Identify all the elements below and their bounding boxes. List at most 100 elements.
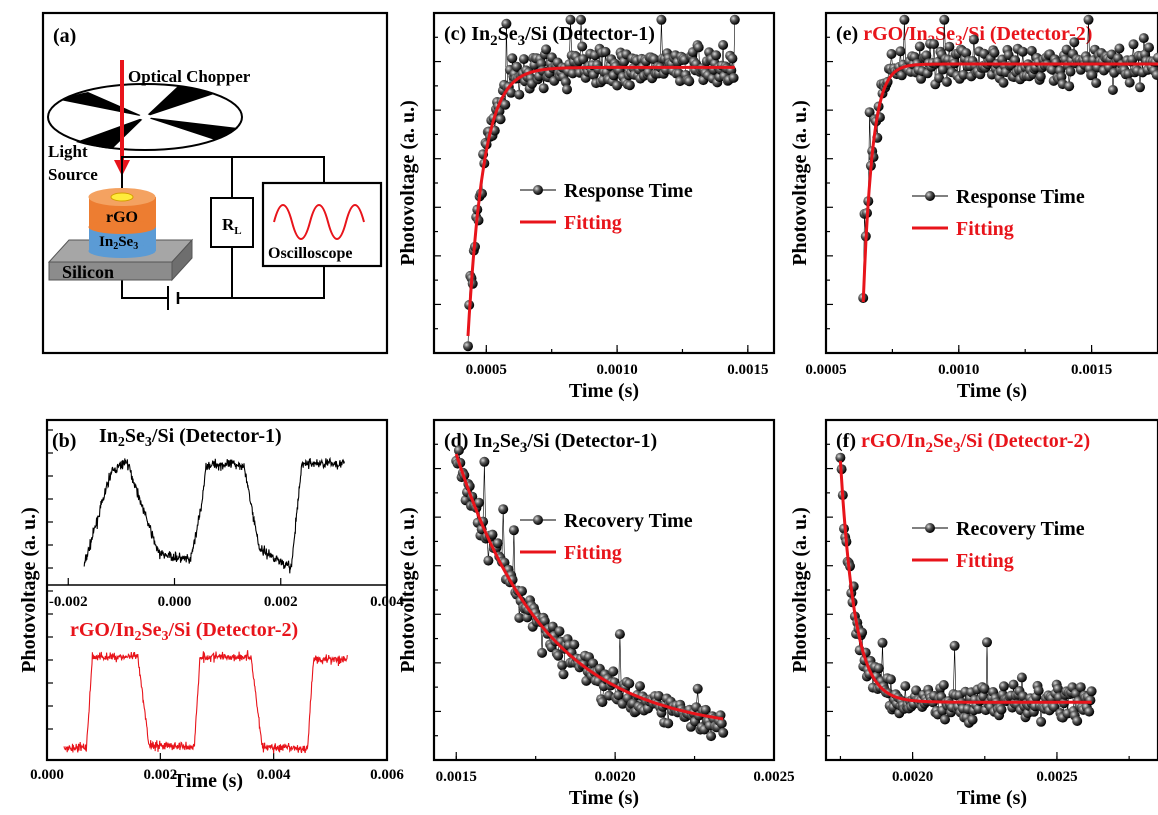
panel-e-data-point bbox=[934, 73, 945, 83]
panel-d: 0.0015 0.0020 0.0025 Time (s) Photovoltage (… bbox=[397, 418, 795, 809]
panel-e-data-point bbox=[1151, 69, 1158, 80]
panel-d-data-point bbox=[474, 497, 484, 508]
panel-e-data-point bbox=[1107, 85, 1118, 95]
panel-c-fit-curve bbox=[466, 65, 735, 337]
optical-chopper-disk bbox=[47, 83, 243, 151]
load-resistor bbox=[210, 197, 254, 248]
panel-e-data-point bbox=[1083, 14, 1094, 25]
panel-f-ylabel: Photovoltage (a. u.) bbox=[789, 507, 811, 673]
panel-e-data-point bbox=[961, 48, 972, 58]
panel-e-data-point bbox=[914, 41, 925, 52]
source-label: Source bbox=[48, 165, 98, 184]
panel-c-data-point bbox=[727, 53, 738, 64]
scatter-panels: 0.0005 0.0010 0.0015 Time (s) Photovoltage (… bbox=[397, 11, 1158, 809]
panel-d-data-point bbox=[498, 504, 509, 515]
panel-d-data-point bbox=[608, 666, 619, 677]
panel-c: 0.0005 0.0010 0.0015 Time (s) Photovoltage (… bbox=[397, 11, 776, 402]
panel-e-legend-marker bbox=[925, 191, 935, 201]
panel-e-data-point bbox=[939, 14, 950, 25]
panel-d-ylabel: Photovoltage (a. u.) bbox=[397, 507, 419, 673]
panel-b-xtick-label: 0.006 bbox=[370, 767, 404, 783]
panel-e: 0.0005 0.0010 0.0015 Time (s) Photovoltage (… bbox=[789, 11, 1158, 402]
panel-f: 0.0020 0.0025 Time (s) Photovoltage (a. u.)… bbox=[789, 418, 1158, 809]
panel-a-schematic: (a) Optical Chopper Light Source RL Osci… bbox=[41, 11, 389, 355]
panel-e-data-point bbox=[1069, 37, 1080, 48]
panel-b-bottom-trace bbox=[63, 650, 348, 754]
panel-c-data-point bbox=[612, 80, 623, 91]
panel-c-data-point bbox=[684, 76, 695, 87]
panel-c-data-point bbox=[624, 80, 635, 91]
panel-e-data-point bbox=[944, 41, 955, 52]
silicon-label: Silicon bbox=[62, 262, 114, 282]
rgo-bottom bbox=[88, 220, 156, 234]
panel-c-data-point bbox=[463, 341, 473, 352]
panel-d-xtick-label: 0.0020 bbox=[594, 769, 635, 785]
panel-e-data-point bbox=[929, 39, 939, 50]
panel-e-legend-data-label: Response Time bbox=[956, 186, 1085, 208]
in2se3-bottom bbox=[88, 244, 156, 258]
in2se3-label: In2Se3 bbox=[99, 234, 138, 252]
panel-b-xtick-label: 0.004 bbox=[370, 594, 404, 610]
panel-e-xtick-label: 0.0010 bbox=[938, 362, 979, 378]
panel-e-data-point bbox=[941, 76, 952, 87]
panel-c-legend-fit-label: Fitting bbox=[564, 212, 622, 234]
panel-e-data-point bbox=[1124, 77, 1135, 88]
panel-b-xtick-label: 0.002 bbox=[143, 767, 177, 783]
panel-f-data-point bbox=[998, 681, 1009, 692]
panel-f-data-point bbox=[938, 680, 949, 690]
panel-c-title: (c) In2Se3/Si (Detector-1) bbox=[444, 23, 655, 49]
panel-f-legend-fit-label: Fitting bbox=[956, 550, 1014, 572]
panel-f-legend-data-label: Recovery Time bbox=[956, 518, 1085, 540]
panel-e-data-point bbox=[1017, 46, 1028, 57]
panel-e-data-point bbox=[1153, 52, 1158, 63]
panel-d-data-point bbox=[479, 456, 490, 467]
panel-d-title: (d) In2Se3/Si (Detector-1) bbox=[444, 430, 657, 456]
panel-f-data-point bbox=[967, 714, 978, 725]
panel-d-data-point bbox=[553, 650, 564, 661]
panel-b-top-trace bbox=[83, 456, 345, 574]
panel-c-data-point bbox=[507, 53, 518, 64]
panel-c-data-point bbox=[511, 61, 522, 72]
panel-f-data-point bbox=[877, 637, 888, 648]
panel-d-frame bbox=[432, 418, 776, 762]
panel-f-data-point bbox=[979, 683, 990, 694]
panel-d-data-point bbox=[692, 683, 703, 694]
panel-c-legend-marker bbox=[533, 185, 543, 195]
panel-e-data-point bbox=[968, 34, 979, 45]
panel-d-xtick-label: 0.0025 bbox=[753, 769, 794, 785]
panel-e-data-point bbox=[958, 69, 969, 80]
panel-c-data-point bbox=[578, 54, 589, 65]
panel-e-data-point bbox=[899, 14, 910, 25]
optical-chopper-label: Optical Chopper bbox=[128, 67, 251, 86]
panel-b-xtick-label: 0.000 bbox=[30, 767, 64, 783]
panel-d-connector bbox=[455, 450, 724, 737]
panel-d-fit-curve bbox=[454, 453, 724, 721]
panel-f-data-point bbox=[940, 714, 950, 725]
panel-e-data-point bbox=[1091, 78, 1102, 88]
panel-f-data-point bbox=[873, 663, 884, 674]
panel-f-xlabel: Time (s) bbox=[957, 787, 1027, 809]
panel-e-data-point bbox=[938, 64, 948, 75]
panel-e-data-point bbox=[989, 47, 1000, 58]
panel-c-data-point bbox=[565, 14, 576, 25]
rgo-label: rGO bbox=[106, 209, 138, 226]
rl-label: RL bbox=[222, 215, 242, 237]
panel-d-legend-fit-label: Fitting bbox=[564, 542, 622, 564]
panel-f-title: (f) rGO/In2Se3/Si (Detector-2) bbox=[836, 430, 1090, 456]
panel-d-data-point bbox=[487, 529, 498, 540]
panel-c-data-point bbox=[577, 41, 588, 52]
panel-c-data-point bbox=[729, 14, 740, 25]
panel-b-bottom-title: rGO/In2Se3/Si (Detector-2) bbox=[70, 619, 298, 644]
panel-f-legend-marker bbox=[925, 523, 935, 533]
panel-e-xtick-label: 0.0005 bbox=[805, 362, 846, 378]
panel-f-data-point bbox=[835, 452, 846, 463]
panel-d-data-point bbox=[539, 616, 550, 626]
panel-c-data-point bbox=[560, 77, 571, 87]
panel-c-data-point bbox=[501, 18, 512, 29]
panel-d-data-point bbox=[624, 678, 635, 689]
panel-e-data-point bbox=[1087, 70, 1098, 81]
panel-d-data-point bbox=[716, 718, 727, 729]
panel-f-data-point bbox=[949, 640, 960, 651]
panel-d-data-point bbox=[492, 538, 503, 549]
panel-f-xtick-label: 0.0020 bbox=[892, 769, 933, 785]
